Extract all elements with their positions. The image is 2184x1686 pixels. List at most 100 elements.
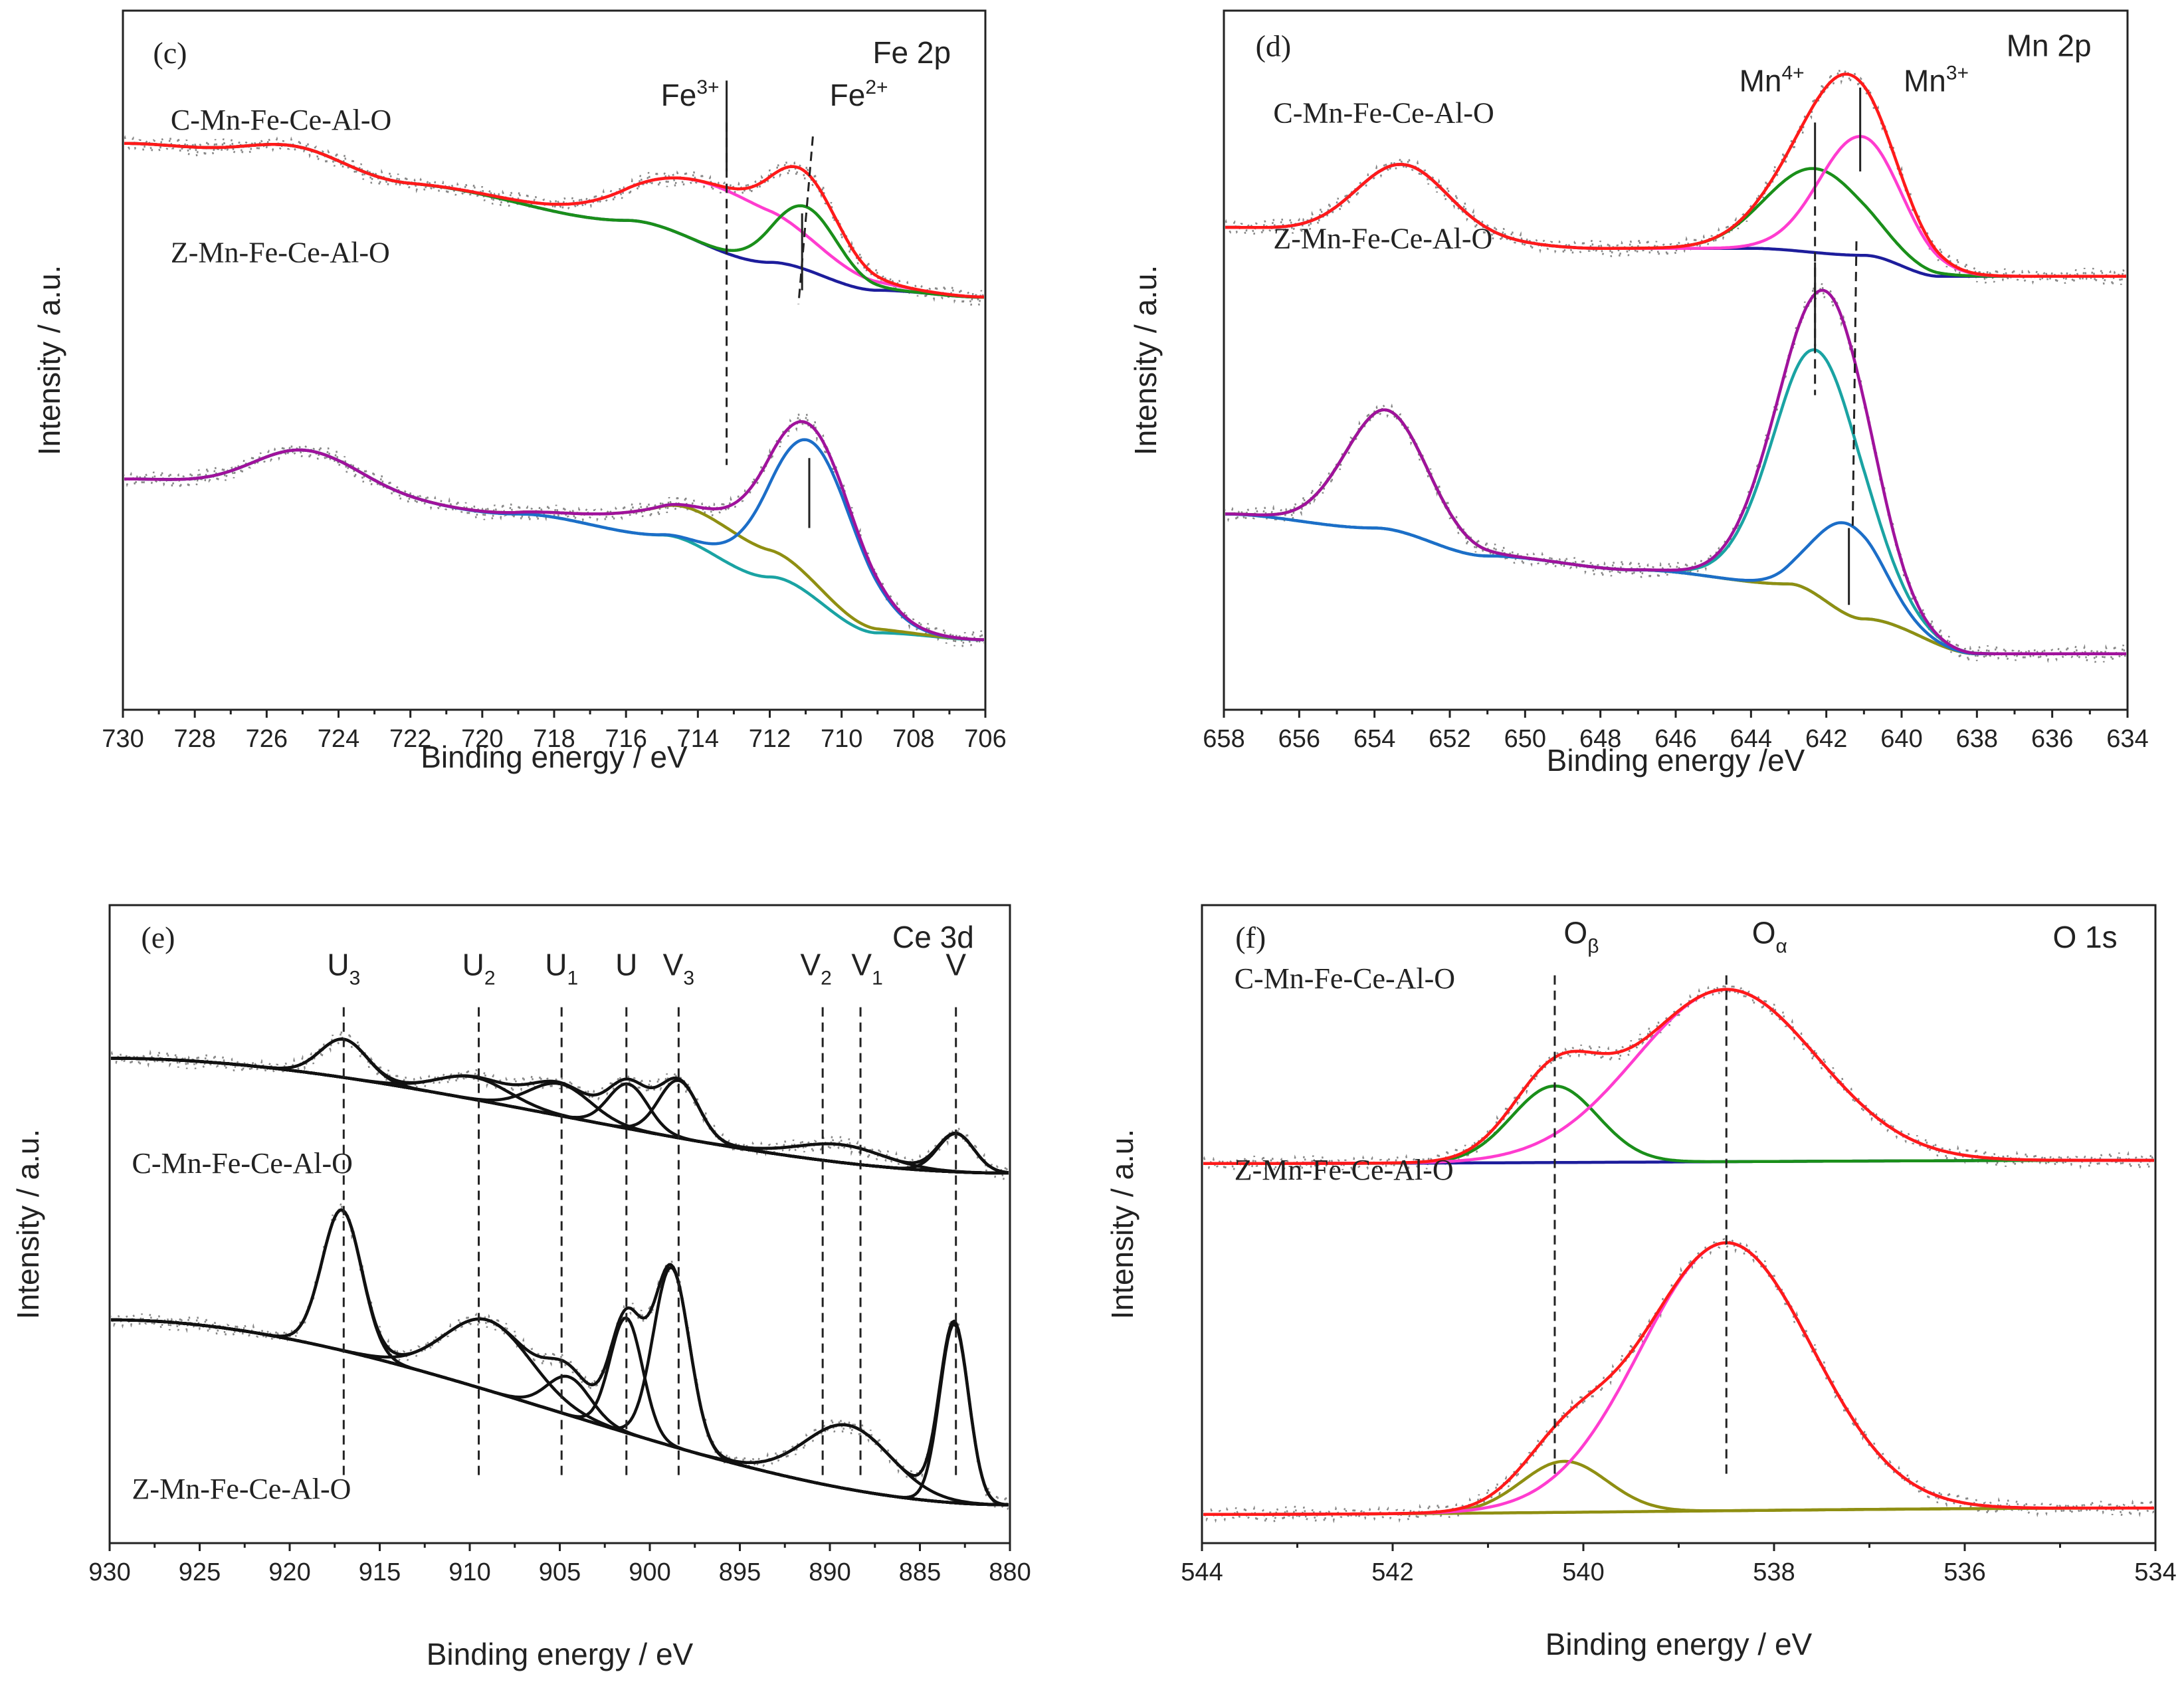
x-tick-label: 544 [1181,1558,1223,1586]
panel-c: 730 728 726 724 722 720 718 716 714 712 710 708 706 B… [32,9,1007,774]
plot-area [111,1031,1009,1511]
panel-letter: (f) [1235,920,1266,954]
x-tick-label: 706 [964,725,1006,753]
x-tick-label: 714 [677,725,719,753]
x-tick-label: 885 [899,1558,941,1586]
panel-letter: (c) [153,36,187,70]
x-tick-label: 712 [749,725,791,753]
panel-e: 930 925 920 915 910 905 900 895 890 885 880 Binding… [11,904,1031,1671]
panel-title: Fe 2p [872,35,951,70]
series-line-z-u3 [111,1208,1009,1507]
x-tick-label: 925 [179,1558,221,1586]
x-tick-label: 708 [892,725,934,753]
x-tick-label: 654 [1353,725,1395,753]
x-tick-label: 718 [533,725,575,753]
series-line-z-mn4- [1225,348,2126,656]
sample-label: C-Mn-Fe-Ce-Al-O [1235,962,1455,995]
series-line-z-background-2 [1225,408,2126,656]
raw-data-trace [1225,283,2126,663]
peak-guide-line [797,136,814,304]
x-tick-label: 534 [2134,1558,2176,1586]
peak-label: U2 [462,948,496,990]
plot-frame [1201,904,2157,1544]
x-tick-label: 910 [448,1558,490,1586]
peak-label: V3 [663,948,694,990]
panel-title: Mn 2p [2007,29,2092,63]
peak-label: V [945,948,966,982]
x-tick-label: 724 [318,725,359,753]
sample-label: Z-Mn-Fe-Ce-Al-O [1235,1154,1454,1186]
panel-title: Ce 3d [892,920,974,954]
x-tick-label: 915 [359,1558,401,1586]
series-line-z-envelope [1225,288,2126,656]
series-line-z-fe3- [124,448,984,641]
x-tick-label: 710 [821,725,862,753]
peak-label: Mn4+ [1739,62,1805,98]
panel-title: O 1s [2052,920,2117,954]
series-line-c-background [1225,163,2126,278]
panel-letter: (d) [1256,29,1292,63]
x-tick-label: 726 [246,725,288,753]
series-line-z-background [124,448,984,642]
x-axis-title: Binding energy / eV [421,740,688,774]
series-line-c-o-beta [1203,1084,2154,1166]
x-axis-title: Binding energy / eV [427,1637,694,1671]
peak-label: U3 [327,948,360,990]
x-tick-label: 634 [2106,725,2148,753]
x-tick-label: 920 [268,1558,310,1586]
peak-label: U1 [545,948,578,990]
x-tick-label: 895 [719,1558,761,1586]
plot-area [124,135,984,647]
x-tick-label: 930 [88,1558,130,1586]
y-axis-title: Intensity / a.u. [1105,1129,1140,1319]
peak-label: V1 [851,948,882,990]
x-tick-label: 650 [1504,725,1546,753]
x-tick-label: 652 [1429,725,1470,753]
peak-label: Oβ [1563,916,1599,958]
raw-data-trace [1225,66,2126,286]
x-axis-title: Binding energy /eV [1547,743,1805,778]
peak-label: V2 [800,948,831,990]
raw-data-trace [111,1203,1009,1511]
series-line-z-mn3- [1225,512,2126,656]
x-tick-label: 722 [389,725,431,753]
panel-d: 658 656 654 652 650 648 646 644 642 640 638 636 634 B… [1128,9,2149,778]
x-tick-label: 728 [173,725,215,753]
x-tick-label: 636 [2031,725,2073,753]
peak-label: Fe3+ [661,76,720,112]
x-axis-title: Binding energy / eV [1545,1627,1813,1661]
x-tick-label: 638 [1956,725,1998,753]
series-line-c-envelope [124,142,984,299]
series-line-z-envelope [111,1208,1009,1507]
plot-frame [108,904,1011,1544]
series-line-z-v3 [111,1265,1009,1507]
x-tick-label: 730 [102,725,144,753]
series-line-c-envelope [1203,988,2154,1166]
x-tick-label: 644 [1730,725,1772,753]
y-axis-title: Intensity / a.u. [32,265,66,455]
series-line-c-envelope [1225,72,2126,278]
peak-label: U [615,948,637,982]
x-tick-label: 536 [1943,1558,1985,1586]
sample-label: Z-Mn-Fe-Ce-Al-O [132,1473,351,1505]
series-line-c-mn3- [1225,135,2126,278]
peak-label: Mn3+ [1904,62,1969,98]
x-tick-label: 640 [1880,725,1922,753]
panel-f: 544 542 540 538 536 534 Binding energy / eV Int… [1105,904,2177,1661]
sample-label: Z-Mn-Fe-Ce-Al-O [1273,223,1492,255]
x-tick-label: 905 [539,1558,581,1586]
plot-area [1203,981,2154,1524]
series-line-c-mn4- [1225,163,2126,278]
y-axis-title: Intensity / a.u. [1128,265,1163,455]
y-axis-title: Intensity / a.u. [11,1129,45,1319]
peak-guide-line [1851,241,1858,528]
x-tick-label: 900 [629,1558,670,1586]
sample-label: C-Mn-Fe-Ce-Al-O [1273,96,1494,129]
series-line-z-fe2- [124,438,984,641]
x-tick-label: 540 [1562,1558,1604,1586]
x-tick-label: 880 [989,1558,1031,1586]
raw-data-trace [1203,1237,2154,1524]
sample-label: C-Mn-Fe-Ce-Al-O [171,104,391,136]
raw-data-trace [111,1031,1009,1180]
